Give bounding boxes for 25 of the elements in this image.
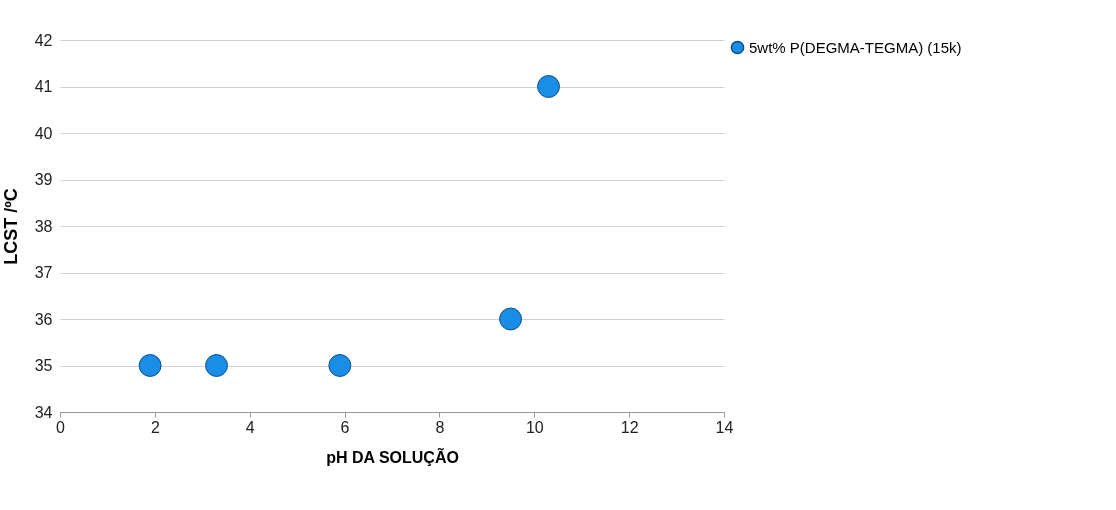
x-tick-label: 10 <box>525 418 544 436</box>
point <box>537 75 560 98</box>
y-tick-label: 34 <box>34 403 53 421</box>
point <box>138 354 162 377</box>
y-tick-label: 39 <box>34 171 53 188</box>
legend-label: 5wt% P(DEGMA-TEGMA) (15k) <box>749 38 962 56</box>
x-tick-label: 14 <box>715 418 734 436</box>
point <box>328 354 352 377</box>
y-tick-label: 36 <box>34 310 53 328</box>
y-axis-title: LCST /ºC <box>0 188 21 265</box>
y-tick-label: 35 <box>34 357 53 374</box>
x-tick-label: 12 <box>620 418 639 436</box>
y-tick-label: 42 <box>34 31 53 49</box>
y-tick-label: 37 <box>34 264 53 281</box>
point <box>205 354 228 377</box>
x-tick-label: 8 <box>435 418 445 436</box>
point <box>499 307 523 331</box>
x-tick-label: 4 <box>245 418 255 436</box>
y-tick-label: 41 <box>34 78 53 95</box>
x-tick-label: 2 <box>150 418 160 436</box>
x-tick-label: 6 <box>340 418 350 436</box>
y-tick-label: 40 <box>34 124 53 142</box>
y-tick-label: 38 <box>34 217 53 235</box>
x-axis-title: pH DA SOLUÇÃO <box>326 446 459 466</box>
x-tick-label: 0 <box>56 418 66 436</box>
